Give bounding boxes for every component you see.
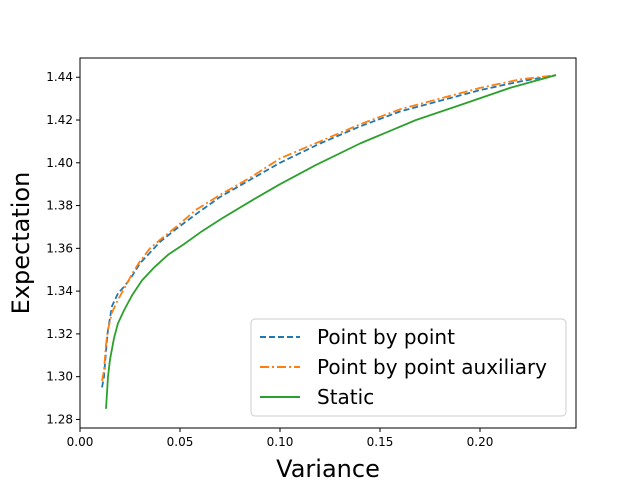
legend-label: Point by point auxiliary <box>317 355 547 379</box>
series-line-point-by-point <box>101 74 557 388</box>
y-tick-label: 1.44 <box>46 70 73 84</box>
x-axis-label: Variance <box>276 455 380 480</box>
y-tick-label: 1.36 <box>46 241 73 255</box>
series-line-static <box>105 74 557 409</box>
ticks-layer: 0.00 0.05 0.10 0.15 0.20 1.28 1.30 1.32 1.34 1.36… <box>46 70 493 449</box>
y-axis-label: Expectation <box>7 172 35 315</box>
legend-label: Point by point <box>317 325 455 349</box>
plot-frame <box>79 57 577 429</box>
y-tick-label: 1.32 <box>46 327 73 341</box>
x-tick-label: 0.00 <box>67 435 94 449</box>
y-tick-label: 1.30 <box>46 370 73 384</box>
legend-box <box>250 318 567 417</box>
y-tick-label: 1.38 <box>46 199 73 213</box>
x-tick-label: 0.20 <box>467 435 494 449</box>
x-tick-label: 0.15 <box>367 435 394 449</box>
x-tick-label: 0.05 <box>167 435 194 449</box>
y-tick-label: 1.34 <box>46 284 73 298</box>
legend-label: Static <box>317 385 374 409</box>
series-line-point-by-point-auxiliary <box>101 74 557 382</box>
y-tick-label: 1.42 <box>46 113 73 127</box>
y-tick-label: 1.40 <box>46 156 73 170</box>
series-layer <box>101 74 557 409</box>
x-tick-label: 0.10 <box>267 435 294 449</box>
y-tick-label: 1.28 <box>46 412 73 426</box>
legend: Point by point Point by point auxiliary St… <box>250 318 567 417</box>
